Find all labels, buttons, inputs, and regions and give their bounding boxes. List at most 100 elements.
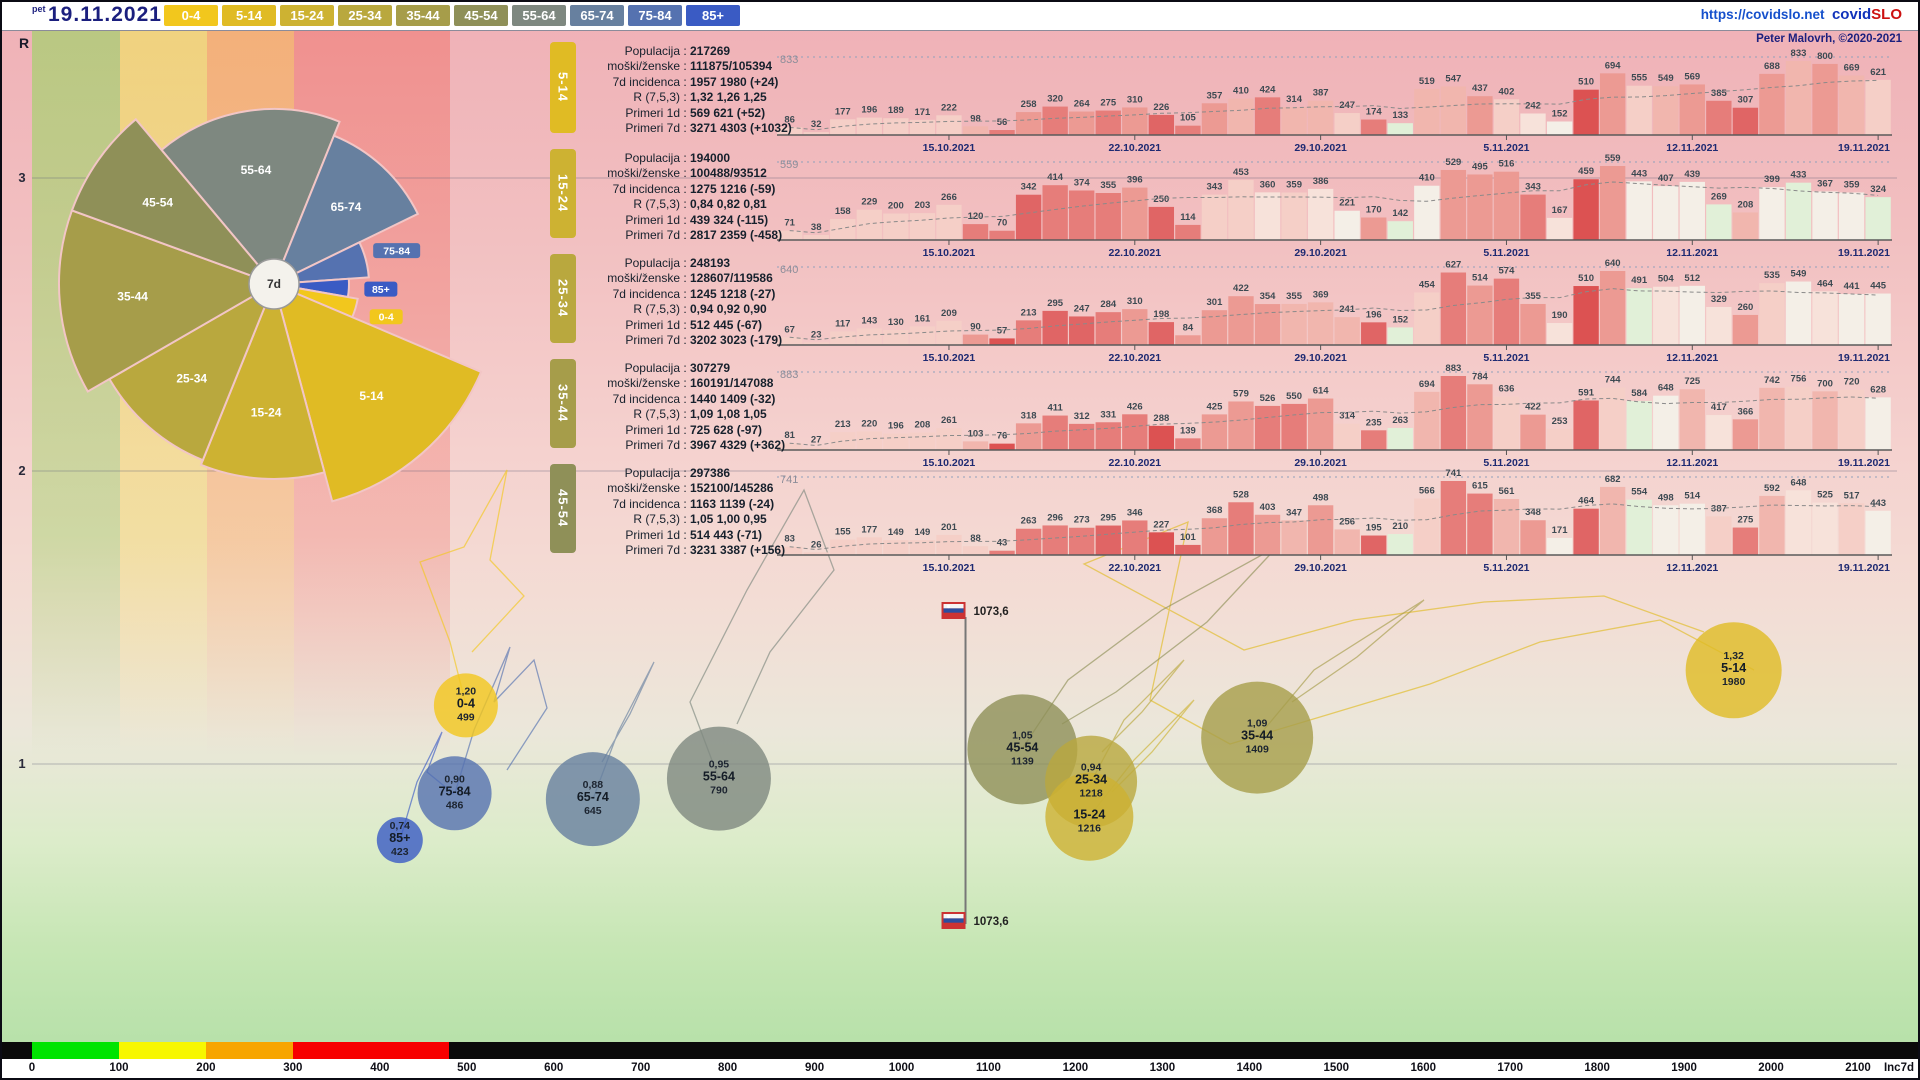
bubble-inc-value: 423	[391, 846, 409, 858]
r-tick-label: 3	[18, 170, 25, 185]
site-url[interactable]: https://covidslo.net	[1700, 7, 1825, 22]
bar-value-label: 516	[1499, 159, 1515, 170]
date-tick-label: 12.11.2021	[1666, 457, 1718, 469]
date-tick-label: 19.11.2021	[1838, 247, 1890, 259]
age-filter-button-85+[interactable]: 85+	[686, 5, 740, 26]
bar-value-label: 369	[1313, 289, 1329, 300]
age-filter-button-35-44[interactable]: 35-44	[396, 5, 450, 26]
bar	[962, 334, 989, 345]
bar-value-label: 314	[1339, 411, 1356, 422]
bubble-55-64[interactable]	[666, 726, 771, 831]
date-tick-label: 12.11.2021	[1666, 142, 1718, 154]
bar	[856, 537, 882, 555]
bar-value-label: 210	[1392, 521, 1408, 532]
bubble-75-84[interactable]	[417, 756, 492, 831]
panel-tab-35-44[interactable]: 35-44	[550, 359, 576, 448]
bar	[1307, 398, 1334, 450]
pie-slice-label: 75-84	[383, 246, 410, 258]
bar-value-label: 171	[914, 107, 931, 118]
bar	[777, 443, 803, 450]
bar	[1414, 88, 1440, 135]
bubble-35-44[interactable]	[1201, 681, 1314, 794]
pie-slice-label: 25-34	[176, 372, 207, 386]
bar	[1122, 520, 1148, 555]
bar-value-label: 346	[1127, 507, 1143, 518]
panel-tab-15-24[interactable]: 15-24	[550, 149, 576, 238]
age-filter-button-65-74[interactable]: 65-74	[570, 5, 624, 26]
age-filter-button-75-84[interactable]: 75-84	[628, 5, 682, 26]
panel-stats-25-34: Populacija:248193 moški/ženske:128607/119…	[562, 256, 782, 348]
bubble-65-74[interactable]	[545, 752, 640, 847]
bar	[777, 546, 803, 555]
stat-row: Populacija:194000	[624, 151, 731, 165]
bar-value-label: 833	[1791, 48, 1807, 59]
bar	[1334, 529, 1360, 555]
bar	[1599, 73, 1626, 135]
bar	[1015, 528, 1042, 555]
date-tick-label: 12.11.2021	[1666, 352, 1718, 364]
bar	[1467, 96, 1493, 135]
bar	[803, 342, 829, 345]
age-filter-button-45-54[interactable]: 45-54	[454, 5, 508, 26]
bar	[1440, 86, 1467, 135]
bar	[1015, 320, 1042, 345]
bar	[1467, 285, 1493, 345]
bar-value-label: 120	[968, 211, 984, 222]
bar	[1520, 303, 1546, 345]
bar-value-label: 694	[1605, 60, 1622, 71]
bubble-5-14[interactable]	[1685, 622, 1782, 719]
bar	[777, 337, 803, 345]
bar	[1759, 387, 1785, 450]
pie-slice-5-14[interactable]	[272, 282, 483, 503]
bar	[1228, 98, 1254, 135]
bar-value-label: 584	[1631, 388, 1648, 399]
pie-slice-label: 35-44	[117, 289, 148, 303]
bar	[1706, 306, 1732, 345]
bubble-85+[interactable]	[376, 817, 423, 864]
bar-value-label: 273	[1074, 515, 1090, 526]
bar	[1307, 100, 1334, 135]
age-filter-button-15-24[interactable]: 15-24	[280, 5, 334, 26]
r-tick-label: 1	[18, 756, 25, 771]
bar-value-label: 441	[1844, 281, 1861, 292]
age-filter-button-55-64[interactable]: 55-64	[512, 5, 566, 26]
bar-value-label: 504	[1658, 274, 1675, 285]
y-max-label: 883	[780, 369, 798, 381]
bar	[830, 119, 856, 135]
bubble-0-4[interactable]	[433, 673, 498, 738]
bar	[1732, 314, 1759, 345]
bar	[1175, 544, 1201, 555]
bar-value-label: 367	[1817, 178, 1833, 189]
x-tick-label: 200	[196, 1062, 216, 1074]
bubble-group-label: 75-84	[439, 784, 471, 798]
date-tick-label: 12.11.2021	[1666, 562, 1718, 574]
x-tick-label: 600	[544, 1062, 564, 1074]
bar-value-label: 498	[1658, 492, 1674, 503]
date-tick-label: 15.10.2021	[923, 457, 976, 469]
bar	[1626, 181, 1652, 240]
bar-value-label: 741	[1445, 468, 1462, 479]
age-filter-button-25-34[interactable]: 25-34	[338, 5, 392, 26]
date-tick-label: 29.10.2021	[1294, 352, 1347, 364]
stat-row: 7d incidenca:1163 1139 (-24)	[612, 496, 775, 511]
bar	[1122, 107, 1148, 135]
stat-row: Primeri 7d:3967 4329 (+362)	[625, 438, 786, 453]
bar	[1228, 180, 1254, 240]
pie-slice-65-74[interactable]	[272, 134, 420, 287]
panel-tab-25-34[interactable]: 25-34	[550, 254, 576, 343]
bubble-15-24[interactable]	[1045, 772, 1134, 861]
pie-slice-75-84[interactable]	[273, 241, 370, 285]
bar-value-label: 355	[1525, 291, 1542, 302]
pie-label-chip	[369, 309, 403, 325]
date-tick-label: 22.10.2021	[1109, 142, 1162, 154]
panel-tab-45-54[interactable]: 45-54	[550, 464, 576, 553]
bar	[1387, 427, 1413, 450]
age-filter-button-5-14[interactable]: 5-14	[222, 5, 276, 26]
panel-tab-5-14[interactable]: 5-14	[550, 42, 576, 133]
x-tick-label: 100	[109, 1062, 129, 1074]
age-filter-button-0-4[interactable]: 0-4	[164, 5, 218, 26]
bar	[856, 117, 882, 135]
bubble-group-label: 5-14	[1721, 661, 1746, 675]
bar	[1546, 323, 1573, 345]
bar	[830, 432, 856, 450]
